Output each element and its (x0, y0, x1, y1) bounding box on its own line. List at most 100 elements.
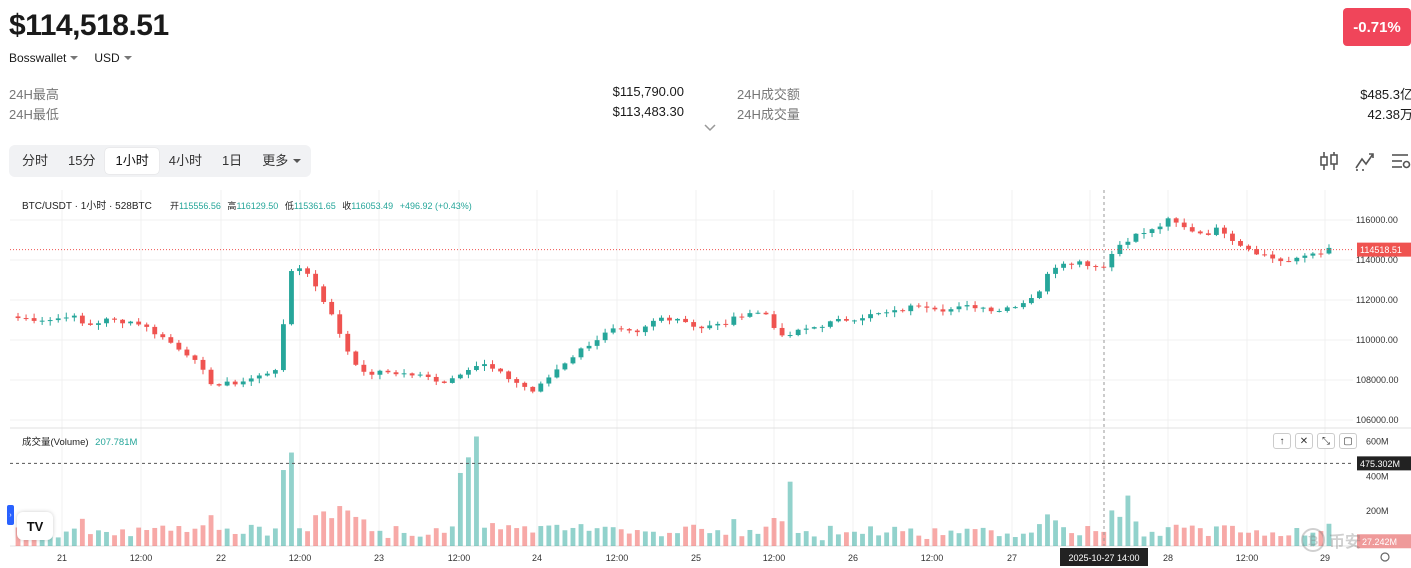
candle-body (152, 326, 158, 335)
tab-more[interactable]: 更多 (252, 148, 311, 174)
sidebar-toggle-icon[interactable]: › (7, 505, 14, 525)
volume-bar (281, 470, 286, 546)
candle-body (1326, 247, 1332, 254)
time-tick-label: 24 (532, 553, 542, 563)
volume-bars (15, 436, 1332, 546)
low-24h-value: $113,483.30 (612, 104, 684, 119)
volume-bar (104, 531, 109, 546)
tab-1d[interactable]: 1日 (221, 153, 243, 168)
volume-bar (932, 528, 938, 546)
volume-bar (216, 529, 222, 546)
candle-body (699, 326, 705, 329)
candle-body (39, 320, 45, 322)
candle-body (1238, 240, 1243, 246)
candle-body (1181, 222, 1187, 228)
volume-reference-tag (1357, 456, 1411, 471)
candle-body (297, 268, 302, 272)
candle-body (1270, 254, 1276, 259)
candle-body (1020, 303, 1026, 308)
candle-body (932, 307, 938, 310)
candle-body (1310, 253, 1316, 256)
candle-body (546, 377, 552, 384)
time-tick-label: 12:00 (763, 553, 786, 563)
volume-bar (337, 506, 343, 546)
tab-15m[interactable]: 15分 (68, 153, 96, 168)
turnover-24h-label: 24H成交额 (737, 87, 800, 102)
candle-body (329, 301, 335, 315)
candle-body (232, 381, 238, 385)
volume-bar (1028, 532, 1034, 546)
candle-body (900, 310, 906, 312)
volume-bar (1270, 532, 1276, 546)
volume-24h-label: 24H成交量 (737, 107, 800, 122)
currency-label: USD (94, 51, 120, 65)
current-price: $114,518.51 (9, 9, 169, 42)
candle-body (530, 386, 536, 392)
candle-body (924, 306, 930, 308)
candle-body (144, 324, 150, 327)
candle-body (385, 370, 391, 373)
candle-body (79, 315, 85, 324)
candle-body (602, 332, 608, 341)
close-pane-icon[interactable]: ✕ (1295, 433, 1313, 449)
volume-bar (441, 532, 447, 546)
volume-bar (860, 533, 865, 546)
expand-chevron-icon[interactable] (704, 122, 716, 134)
volume-bar (176, 526, 182, 546)
volume-legend: 成交量(Volume) 207.781M (22, 436, 137, 448)
volume-bar (618, 529, 624, 546)
volume-bar (948, 530, 954, 546)
volume-bar (87, 534, 93, 546)
legend-ohlc: 开115556.56 高116129.50 低115361.65 收116053… (170, 200, 472, 211)
candle-body (55, 318, 61, 321)
volume-bar (184, 531, 190, 546)
candlestick-chart-svg[interactable]: 116000.00 114000.00 112000.00 110000.00 1080… (10, 190, 1411, 568)
candle-body (578, 348, 584, 358)
candle-body (522, 382, 528, 387)
exchange-selector[interactable]: Bosswallet (9, 51, 79, 65)
candle-body (964, 305, 970, 307)
volume-bar (1020, 533, 1026, 546)
candle-body (1037, 291, 1042, 299)
candlestick-settings-icon[interactable] (1318, 150, 1340, 172)
candle-body (1133, 233, 1139, 242)
candle-body (852, 320, 857, 322)
volume-bar (1230, 525, 1235, 546)
volume-bar (63, 531, 69, 546)
candle-body (224, 381, 230, 386)
legend-close-label: 收 (342, 200, 351, 211)
candle-body (345, 333, 351, 352)
currency-selector[interactable]: USD (94, 51, 132, 65)
candle-body (683, 318, 688, 323)
volume-bar (329, 518, 335, 546)
volume-bar (1238, 532, 1243, 546)
collapse-pane-icon[interactable]: ⤡ (1317, 433, 1335, 449)
indicators-icon[interactable] (1354, 150, 1376, 172)
maximize-pane-icon[interactable]: ▢ (1339, 433, 1357, 449)
price-chart[interactable]: 116000.00 114000.00 112000.00 110000.00 1080… (10, 190, 1411, 568)
legend-open: 115556.56 (179, 201, 221, 211)
volume-bar (1045, 514, 1050, 546)
volume-bar (852, 531, 857, 546)
tab-timeline[interactable]: 分时 (22, 153, 49, 168)
tab-1h[interactable]: 1小时 (105, 148, 159, 174)
tab-4h[interactable]: 4小时 (168, 153, 202, 168)
volume-bar (755, 533, 761, 546)
volume-bar (1173, 524, 1179, 546)
candle-body (1189, 227, 1195, 232)
volume-bar (827, 525, 833, 546)
volume-bar (1037, 524, 1042, 546)
candle-body (634, 330, 640, 333)
chart-settings-icon[interactable] (1390, 150, 1411, 172)
volume-bar (152, 527, 158, 546)
volume-bar (79, 518, 85, 546)
volume-bar (160, 525, 166, 546)
volume-bar (578, 524, 584, 546)
chevron-down-icon (293, 159, 302, 163)
volume-bar (739, 536, 745, 546)
move-pane-up-icon[interactable]: ↑ (1273, 433, 1291, 449)
candle-body (844, 318, 849, 321)
volume-bar (1004, 533, 1010, 546)
price-tick-label: 108000.00 (1356, 375, 1399, 385)
volume-reference-label: 475.302M (1360, 459, 1400, 469)
